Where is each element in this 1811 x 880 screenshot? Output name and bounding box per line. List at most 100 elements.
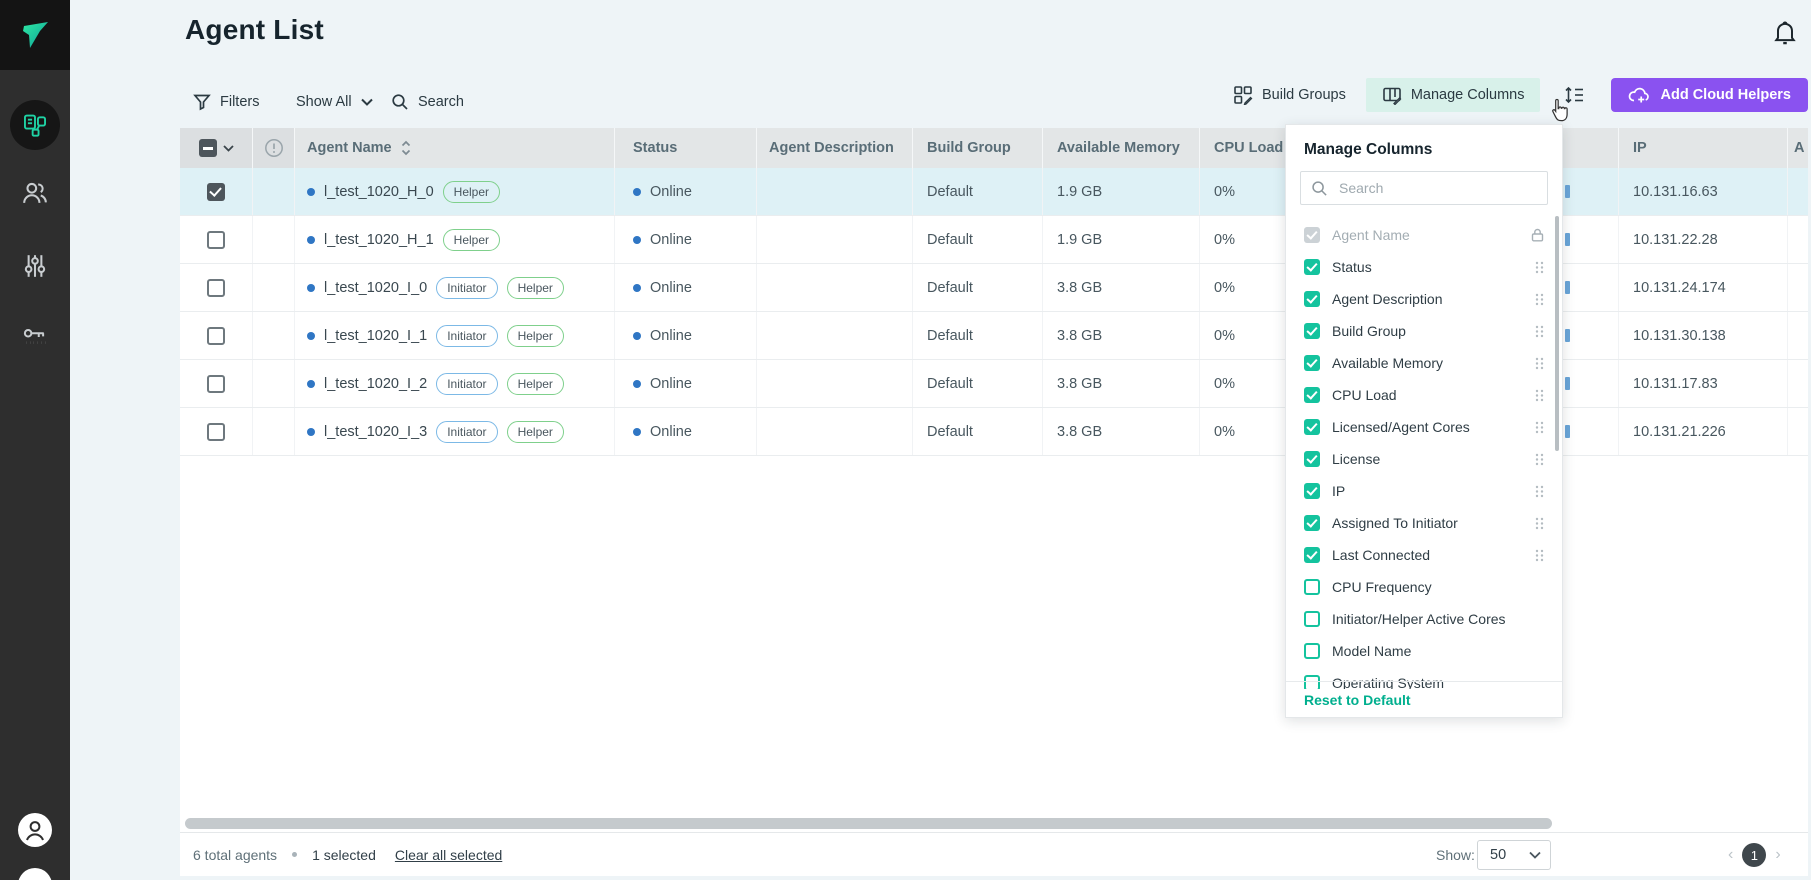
row-checkbox[interactable] (207, 183, 225, 201)
agent-dot (307, 284, 315, 292)
column-checkbox[interactable] (1304, 547, 1320, 563)
drag-handle-icon[interactable] (1535, 421, 1544, 434)
column-checkbox[interactable] (1304, 515, 1320, 531)
column-checkbox[interactable] (1304, 259, 1320, 275)
drag-handle-icon[interactable] (1535, 549, 1544, 562)
column-header-agent-name[interactable]: Agent Name (295, 128, 615, 168)
drag-handle-icon[interactable] (1535, 325, 1544, 338)
sidebar-item-agents[interactable] (0, 100, 70, 150)
drag-handle-icon[interactable] (1535, 453, 1544, 466)
column-item[interactable]: Initiator/Helper Active Cores (1286, 603, 1562, 635)
column-item[interactable]: Available Memory (1286, 347, 1562, 379)
clear-all-selected-link[interactable]: Clear all selected (395, 847, 502, 863)
panel-scrollbar[interactable] (1555, 216, 1559, 451)
table-row[interactable]: l_test_1020_H_1Helper Online Default 1.9… (180, 216, 1808, 264)
column-item[interactable]: License (1286, 443, 1562, 475)
column-checkbox[interactable] (1304, 611, 1320, 627)
online-dot (633, 188, 641, 196)
manage-columns-button[interactable]: Manage Columns (1366, 78, 1541, 112)
add-cloud-helpers-button[interactable]: Add Cloud Helpers (1611, 78, 1808, 112)
sort-icon[interactable] (400, 140, 412, 156)
drag-handle-icon[interactable] (1535, 357, 1544, 370)
drag-handle-icon[interactable] (1535, 485, 1544, 498)
column-header-status[interactable]: Status (615, 128, 757, 168)
column-item[interactable]: Licensed/Agent Cores (1286, 411, 1562, 443)
column-item[interactable]: Build Group (1286, 315, 1562, 347)
online-dot (633, 380, 641, 388)
table-row[interactable]: l_test_1020_I_3InitiatorHelper Online De… (180, 408, 1808, 456)
column-checkbox[interactable] (1304, 387, 1320, 403)
sidebar-item-licenses[interactable] (0, 322, 70, 352)
helper-badge: Helper (507, 277, 564, 299)
row-checkbox[interactable] (207, 375, 225, 393)
filter-icon (193, 93, 211, 111)
search-icon (391, 93, 409, 111)
column-checkbox[interactable] (1304, 419, 1320, 435)
agent-name-link[interactable]: l_test_1020_I_0 (324, 280, 427, 296)
drag-handle-icon[interactable] (1535, 389, 1544, 402)
sidebar-item-settings[interactable] (0, 252, 70, 280)
prev-page-button[interactable]: ‹ (1728, 847, 1733, 863)
column-item[interactable]: Assigned To Initiator (1286, 507, 1562, 539)
drag-handle-icon[interactable] (1535, 261, 1544, 274)
column-item[interactable]: IP (1286, 475, 1562, 507)
column-header-agent-description[interactable]: Agent Description (757, 128, 913, 168)
sidebar-user-avatar[interactable] (0, 813, 70, 847)
table-row[interactable]: l_test_1020_I_1InitiatorHelper Online De… (180, 312, 1808, 360)
panel-search-input[interactable] (1337, 179, 1537, 197)
column-checkbox[interactable] (1304, 643, 1320, 659)
column-item[interactable]: CPU Frequency (1286, 571, 1562, 603)
column-header-ip[interactable]: IP (1619, 128, 1788, 168)
row-checkbox[interactable] (207, 231, 225, 249)
filters-button[interactable]: Filters (193, 85, 259, 119)
notifications-button[interactable] (1771, 18, 1799, 51)
agent-dot (307, 380, 315, 388)
agent-name-link[interactable]: l_test_1020_H_1 (324, 232, 434, 248)
column-item[interactable]: Status (1286, 251, 1562, 283)
search-button[interactable]: Search (391, 85, 464, 119)
agent-name-link[interactable]: l_test_1020_I_1 (324, 328, 427, 344)
drag-handle-icon[interactable] (1535, 517, 1544, 530)
row-checkbox[interactable] (207, 423, 225, 441)
status-text: Online (650, 424, 692, 440)
table-row[interactable]: l_test_1020_I_0InitiatorHelper Online De… (180, 264, 1808, 312)
show-all-dropdown[interactable]: Show All (296, 85, 373, 119)
agent-name-link[interactable]: l_test_1020_H_0 (324, 184, 434, 200)
helper-badge: Helper (507, 373, 564, 395)
panel-search-box[interactable] (1300, 171, 1548, 205)
agent-name-link[interactable]: l_test_1020_I_2 (324, 376, 427, 392)
horizontal-scrollbar[interactable] (185, 818, 1552, 829)
column-item[interactable]: Last Connected (1286, 539, 1562, 571)
column-item[interactable]: Model Name (1286, 635, 1562, 667)
next-page-button[interactable]: › (1775, 847, 1780, 863)
table-row[interactable]: l_test_1020_I_2InitiatorHelper Online De… (180, 360, 1808, 408)
agent-name-link[interactable]: l_test_1020_I_3 (324, 424, 427, 440)
reset-to-default-link[interactable]: Reset to Default (1304, 692, 1411, 708)
show-label: Show: (1436, 847, 1475, 863)
column-checkbox[interactable] (1304, 579, 1320, 595)
build-groups-button[interactable]: Build Groups (1229, 78, 1350, 112)
initiator-badge: Initiator (436, 277, 497, 299)
build-group-cell: Default (913, 168, 1043, 215)
page-size-select[interactable]: 50 (1477, 840, 1551, 870)
current-page-badge[interactable]: 1 (1742, 843, 1766, 867)
select-all-checkbox[interactable] (199, 139, 217, 157)
column-checkbox[interactable] (1304, 483, 1320, 499)
row-checkbox[interactable] (207, 327, 225, 345)
select-menu-chevron-icon[interactable] (223, 145, 234, 152)
column-item[interactable]: CPU Load (1286, 379, 1562, 411)
column-checkbox[interactable] (1304, 291, 1320, 307)
row-checkbox[interactable] (207, 279, 225, 297)
drag-handle-icon[interactable] (1535, 293, 1544, 306)
sidebar-item-users[interactable] (0, 180, 70, 208)
column-checkbox[interactable] (1304, 355, 1320, 371)
column-header-build-group[interactable]: Build Group (913, 128, 1043, 168)
status-text: Online (650, 328, 692, 344)
app-logo[interactable] (0, 0, 70, 70)
column-item[interactable]: Agent Description (1286, 283, 1562, 315)
online-dot (633, 236, 641, 244)
table-row[interactable]: l_test_1020_H_0Helper Online Default 1.9… (180, 168, 1808, 216)
column-checkbox[interactable] (1304, 323, 1320, 339)
column-checkbox[interactable] (1304, 451, 1320, 467)
column-header-available-memory[interactable]: Available Memory (1043, 128, 1200, 168)
